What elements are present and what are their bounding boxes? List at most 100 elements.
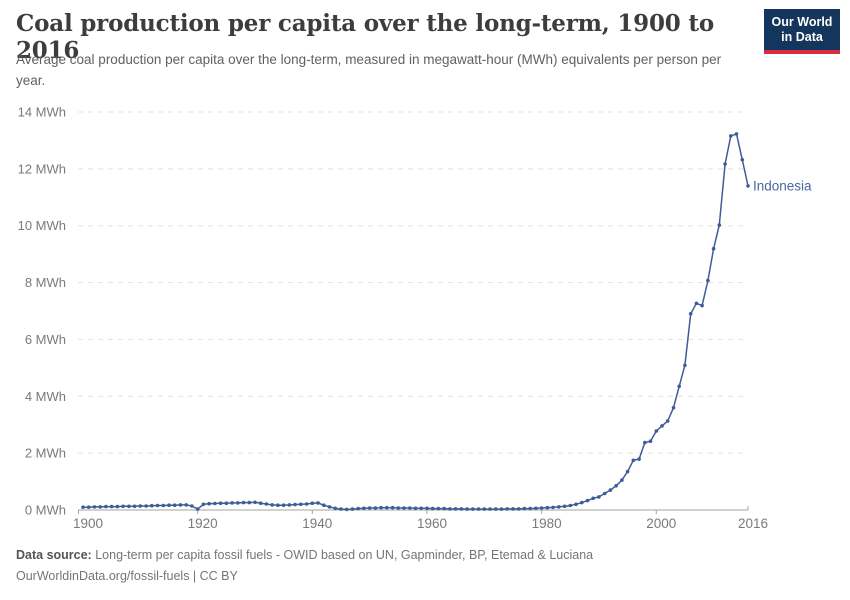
data-point (597, 495, 601, 499)
data-point (706, 278, 710, 283)
data-point (740, 158, 745, 162)
y-axis-tick-label: 6 MWh (25, 332, 66, 347)
data-point (568, 503, 573, 508)
owid-logo-line1: Our World (771, 15, 833, 29)
data-point (557, 505, 561, 509)
data-point (591, 496, 595, 501)
data-point (488, 507, 492, 511)
data-point (362, 506, 366, 511)
data-point (127, 504, 131, 509)
y-axis-tick-label: 2 MWh (25, 446, 66, 461)
data-point (276, 503, 280, 508)
data-point (138, 504, 143, 508)
x-axis-tick-label: 1960 (417, 516, 447, 531)
data-point (465, 507, 469, 511)
data-point (408, 506, 412, 510)
data-point (545, 505, 550, 510)
data-point (528, 506, 532, 511)
data-point (310, 501, 315, 506)
data-point (109, 504, 114, 509)
data-point (132, 504, 137, 509)
data-point (413, 506, 418, 511)
data-point (396, 506, 401, 510)
data-point (585, 498, 590, 503)
data-point (602, 491, 607, 496)
data-point (671, 405, 676, 410)
data-point (511, 507, 515, 511)
data-point (436, 506, 441, 511)
data-point (299, 502, 303, 507)
chart-footer: Data source: Long-term per capita fossil… (16, 545, 796, 587)
data-point (144, 504, 148, 508)
data-point (270, 503, 275, 507)
data-point (539, 506, 544, 510)
data-point (98, 505, 102, 509)
data-point (86, 505, 91, 510)
data-point (184, 503, 188, 507)
y-axis-tick-label: 10 MWh (18, 218, 66, 233)
data-point (637, 457, 641, 461)
data-point (419, 506, 424, 511)
data-point (161, 503, 166, 508)
data-point (631, 458, 636, 463)
x-axis-tick-label: 2000 (646, 516, 676, 531)
data-point (190, 504, 194, 508)
data-point (218, 501, 223, 506)
page-title: Coal production per capita over the long… (16, 10, 714, 64)
data-point (625, 469, 630, 474)
data-point (247, 500, 252, 505)
data-point (316, 501, 320, 505)
data-point (522, 506, 527, 511)
data-point (115, 504, 120, 509)
data-point (402, 506, 406, 510)
data-point (648, 439, 653, 444)
x-axis-tick-label: 1920 (188, 516, 218, 531)
data-point (471, 507, 475, 511)
data-point (746, 184, 750, 188)
data-point (350, 507, 355, 511)
data-point (717, 223, 722, 227)
data-point (385, 505, 389, 510)
data-point (700, 303, 704, 308)
data-point (379, 505, 383, 510)
data-point (453, 507, 458, 511)
data-point (580, 500, 584, 505)
data-point (390, 505, 395, 510)
data-point (121, 504, 125, 509)
data-point (562, 504, 567, 509)
data-point (287, 503, 292, 507)
data-point (201, 502, 206, 507)
data-point (430, 506, 435, 511)
data-point (516, 507, 521, 511)
data-point (643, 440, 647, 445)
data-point (505, 507, 510, 511)
data-point (258, 501, 263, 506)
data-point (236, 501, 240, 505)
data-point (614, 484, 618, 488)
data-point (281, 503, 286, 508)
data-point (207, 501, 211, 506)
data-point (293, 502, 297, 507)
data-point (304, 502, 309, 506)
y-axis-tick-label: 0 MWh (25, 503, 66, 518)
license-line[interactable]: OurWorldinData.org/fossil-fuels | CC BY (16, 569, 238, 583)
data-point (167, 503, 171, 508)
x-axis-tick-label: 1940 (302, 516, 332, 531)
data-point (660, 424, 664, 428)
data-point (608, 488, 613, 492)
data-point (482, 507, 487, 511)
data-point (253, 500, 257, 505)
x-axis-tick-label: 1900 (73, 516, 103, 531)
data-point (459, 507, 464, 511)
data-point (172, 503, 177, 508)
data-source-label: Data source: (16, 548, 92, 562)
data-point (327, 505, 332, 509)
data-point (230, 501, 234, 505)
data-point (213, 501, 217, 506)
data-point (654, 429, 659, 433)
owid-logo[interactable]: Our World in Data (764, 9, 840, 54)
x-axis-tick-label: 1980 (532, 516, 562, 531)
data-point (442, 506, 447, 511)
owid-logo-line2: in Data (781, 30, 823, 44)
